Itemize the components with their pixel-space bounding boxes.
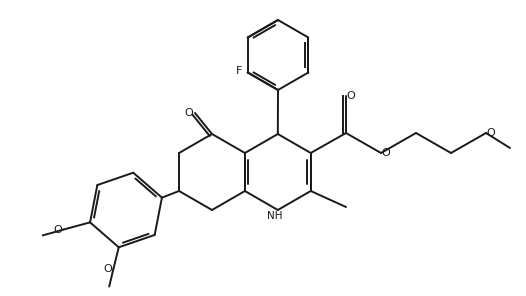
Text: NH: NH — [267, 211, 282, 221]
Text: O: O — [53, 225, 62, 234]
Text: O: O — [185, 108, 194, 118]
Text: F: F — [236, 65, 242, 75]
Text: O: O — [103, 264, 112, 274]
Text: O: O — [347, 91, 356, 101]
Text: O: O — [382, 148, 390, 158]
Text: O: O — [487, 128, 495, 138]
